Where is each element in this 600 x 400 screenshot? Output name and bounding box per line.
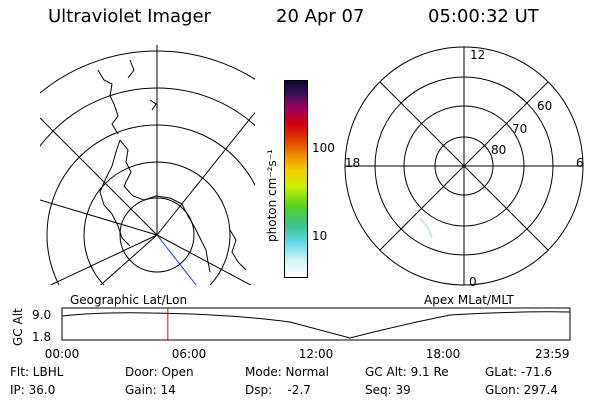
orbit-altitude-curve bbox=[61, 311, 571, 339]
orbit-ytick-low: 1.8 bbox=[32, 330, 51, 344]
mlat-label-70: 70 bbox=[512, 122, 527, 136]
mlat-label-80: 80 bbox=[491, 143, 506, 157]
filter-info: Flt: LBHL bbox=[10, 365, 64, 379]
instrument-title: Ultraviolet Imager bbox=[48, 6, 211, 27]
glat-info: GLat: -71.6 bbox=[485, 365, 552, 379]
orbit-xtick-label: 18:00 bbox=[426, 347, 461, 361]
orbit-xticks: 00:00 06:00 12:00 18:00 23:59 bbox=[45, 347, 570, 361]
colorbar-tick-10: 10 bbox=[312, 229, 328, 243]
orbit-ylabel: GC Alt bbox=[11, 308, 25, 346]
gc-alt-info: GC Alt: 9.1 Re bbox=[365, 365, 449, 379]
south-america-coastline bbox=[97, 69, 119, 135]
east-coastline bbox=[229, 229, 247, 271]
meridian-line bbox=[99, 234, 158, 285]
antarctica-coastline bbox=[119, 139, 211, 273]
mlt-label-6: 6 bbox=[576, 156, 584, 170]
peninsula-coastline bbox=[99, 139, 131, 247]
observation-time: 05:00:32 UT bbox=[428, 6, 539, 27]
meridian-line bbox=[40, 199, 158, 236]
dsp-info: Dsp: -2.7 bbox=[245, 383, 311, 397]
orbit-altitude-plot: GC Alt 9.0 1.8 00:00 06:00 12:00 18:00 23:59 bbox=[11, 307, 571, 361]
ip-info: IP: 36.0 bbox=[10, 383, 56, 397]
orbit-track bbox=[156, 234, 197, 285]
meridian-line bbox=[156, 111, 255, 236]
gain-info: Gain: 14 bbox=[125, 383, 176, 397]
orbit-xtick-label: 06:00 bbox=[172, 347, 207, 361]
meridian-line bbox=[49, 234, 158, 285]
door-info: Door: Open bbox=[125, 365, 194, 379]
mlt-label-18: 18 bbox=[345, 156, 360, 170]
mode-info: Mode: Normal bbox=[245, 365, 329, 379]
aurora-trace bbox=[419, 217, 433, 239]
mlt-label-0: 0 bbox=[469, 275, 477, 289]
colorbar-tick-100: 100 bbox=[312, 141, 335, 155]
seq-info: Seq: 39 bbox=[365, 383, 411, 397]
orbit-xtick-label: 12:00 bbox=[299, 347, 334, 361]
mlt-line-diag-2 bbox=[379, 81, 549, 251]
apex-panel-label: Apex MLat/MLT bbox=[424, 293, 514, 307]
colorbar-unit-text: photon cm⁻²s⁻¹ bbox=[265, 149, 279, 242]
observation-date: 20 Apr 07 bbox=[276, 6, 365, 27]
colorbar-unit-label: photon cm⁻²s⁻¹ bbox=[265, 149, 279, 242]
mlat-label-60: 60 bbox=[537, 99, 552, 113]
orbit-plot-frame bbox=[61, 307, 571, 341]
geographic-map bbox=[40, 45, 255, 285]
meridian-line bbox=[40, 117, 158, 236]
island-coastline bbox=[149, 99, 157, 111]
island-coastline bbox=[127, 59, 135, 79]
orbit-xtick-label: 00:00 bbox=[45, 347, 80, 361]
orbit-ytick-high: 9.0 bbox=[32, 308, 51, 322]
glon-info: GLon: 297.4 bbox=[485, 383, 558, 397]
apex-polar-dial: 12 0 18 6 60 70 80 bbox=[344, 46, 584, 289]
mlt-label-12: 12 bbox=[470, 48, 485, 62]
intensity-colorbar bbox=[284, 80, 308, 278]
geo-panel-label: Geographic Lat/Lon bbox=[70, 293, 188, 307]
orbit-xtick-label: 23:59 bbox=[535, 347, 570, 361]
